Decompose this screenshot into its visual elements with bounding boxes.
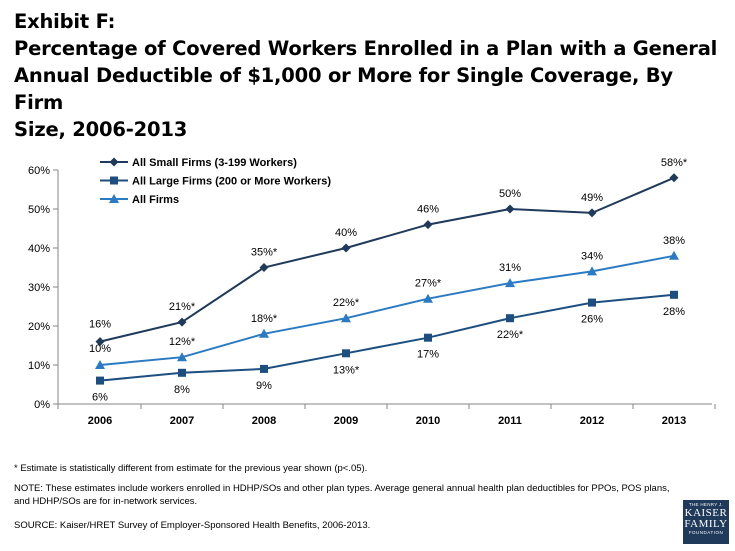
y-tick-label: 60% — [28, 165, 50, 177]
series-1-point — [342, 349, 350, 358]
x-tick-label: 2009 — [334, 415, 358, 427]
x-tick-label: 2011 — [498, 415, 522, 427]
y-tick-label: 40% — [28, 243, 50, 255]
series-2-point — [505, 278, 515, 288]
x-tick-label: 2008 — [252, 415, 276, 427]
series-2-point — [423, 293, 433, 303]
series-1-data-label: 9% — [256, 380, 272, 392]
y-tick-label: 50% — [28, 204, 50, 216]
series-1-data-label: 26% — [581, 314, 603, 326]
series-0-point — [259, 263, 269, 272]
y-tick-label: 0% — [34, 399, 50, 411]
legend-label-2: All Firms — [132, 194, 179, 206]
y-tick-label: 30% — [28, 282, 50, 294]
source-note: SOURCE: Kaiser/HRET Survey of Employer-S… — [14, 520, 371, 531]
logo-line-3: FAMILY — [684, 518, 728, 530]
title-line-1: Exhibit F: — [14, 10, 116, 33]
series-1-point — [506, 314, 514, 323]
series-0-data-label: 21%* — [169, 301, 196, 313]
series-line-0 — [99, 176, 675, 343]
series-0-data-label: 58%* — [661, 157, 688, 169]
logo-line-2: KAISER — [684, 507, 728, 519]
series-0-point — [95, 337, 105, 347]
series-2-point — [341, 313, 351, 323]
series-0-data-label: 49% — [581, 192, 603, 204]
series-1-data-label: 22%* — [497, 329, 524, 341]
asterisk-note: * Estimate is statistically different fr… — [14, 463, 368, 474]
series-0-point — [423, 220, 433, 230]
series-2-data-label: 31% — [499, 262, 521, 274]
series-2-point — [587, 266, 597, 276]
series-0-data-label: 50% — [499, 188, 521, 200]
series-1-data-label: 17% — [417, 349, 439, 361]
series-1-point — [424, 333, 432, 342]
methodology-note: NOTE: These estimates include workers en… — [14, 483, 670, 507]
series-1-data-label: 28% — [663, 306, 685, 318]
series-0-point — [341, 243, 351, 253]
series-2-point — [95, 360, 105, 369]
legend-marker-0 — [109, 157, 119, 167]
y-tick-label: 20% — [28, 321, 50, 333]
title-line-2: Percentage of Covered Workers Enrolled i… — [14, 37, 718, 60]
series-0-point — [669, 173, 679, 183]
series-2-data-label: 27%* — [415, 278, 442, 290]
series-1-data-label: 8% — [174, 384, 190, 396]
series-2-data-label: 34% — [581, 250, 603, 262]
y-tick-label: 10% — [28, 360, 50, 372]
legend-label-0: All Small Firms (3-199 Workers) — [132, 157, 297, 169]
title-line-4: Size, 2006-2013 — [14, 118, 188, 141]
series-2-point — [669, 250, 679, 260]
series-1-point — [670, 290, 678, 299]
series-2-data-label: 12%* — [169, 336, 196, 348]
x-tick-label: 2006 — [88, 415, 112, 427]
series-2-data-label: 10% — [89, 343, 111, 355]
series-line-2 — [99, 254, 675, 366]
x-tick-label: 2007 — [170, 415, 194, 427]
title-line-3: Annual Deductible of $1,000 or More for … — [14, 64, 673, 114]
exhibit-title: Exhibit F: Percentage of Covered Workers… — [14, 8, 724, 143]
series-1-data-label: 6% — [92, 392, 108, 404]
series-0-point — [505, 204, 515, 214]
series-2-data-label: 22%* — [333, 297, 360, 309]
series-0-data-label: 16% — [89, 319, 111, 331]
series-line-1 — [99, 293, 675, 382]
series-1-point — [96, 376, 104, 385]
series-2-point — [259, 328, 269, 338]
series-2-point — [177, 352, 187, 362]
series-0-data-label: 40% — [335, 227, 357, 239]
series-1-point — [588, 298, 596, 307]
x-tick-label: 2010 — [416, 415, 440, 427]
x-tick-label: 2013 — [662, 415, 686, 427]
kaiser-family-foundation-logo: THE HENRY J. KAISER FAMILY FOUNDATION — [683, 500, 729, 544]
series-1-data-label: 13%* — [333, 364, 360, 376]
series-0-data-label: 35%* — [251, 247, 278, 259]
x-tick-label: 2012 — [580, 415, 604, 427]
legend-label-1: All Large Firms (200 or More Workers) — [132, 176, 331, 188]
legend-marker-1 — [110, 176, 118, 185]
series-2-data-label: 38% — [663, 235, 685, 247]
series-0-data-label: 46% — [417, 204, 439, 216]
series-2-data-label: 18%* — [251, 313, 278, 325]
series-1-point — [178, 368, 186, 377]
legend-marker-2 — [109, 194, 119, 203]
series-1-point — [260, 364, 268, 373]
logo-line-4: FOUNDATION — [688, 530, 724, 535]
series-0-point — [587, 208, 597, 218]
series-0-point — [177, 317, 187, 327]
logo-line-1: THE HENRY J. — [688, 502, 724, 507]
